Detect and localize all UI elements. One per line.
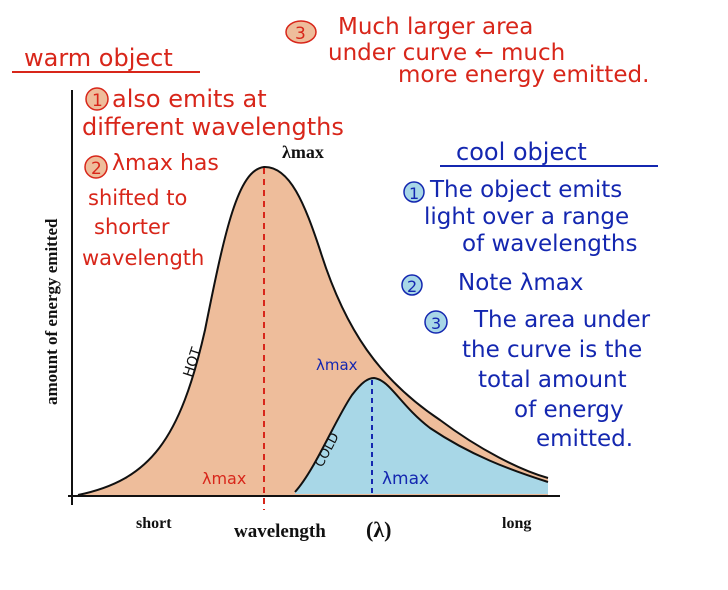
cool-note3-line3: total amount [478, 367, 627, 393]
cool-note1-line1: The object emits [429, 177, 622, 203]
y-axis-label: amount of energy emitted [42, 218, 61, 405]
cool-note3-line5: emitted. [536, 426, 633, 452]
cool-note3-circle [424, 310, 448, 334]
cool-note1-number: 1 [409, 184, 419, 203]
cool-object-heading: cool object [456, 138, 587, 166]
warm-note1-line1: also emits at [112, 85, 267, 113]
hot-bottom-lambda-label: λmax [202, 469, 246, 488]
area-note-number: 3 [295, 24, 306, 44]
cool-note3-line1: The area under [473, 307, 651, 333]
cold-peak-label: λmax [316, 356, 358, 374]
cool-note2-text: Note λmax [458, 270, 583, 296]
x-axis-symbol: (λ) [366, 517, 391, 542]
warm-note2-line3: shorter [94, 215, 170, 239]
warm-note1-line2: different wavelengths [82, 113, 344, 141]
area-note-line3: more energy emitted. [398, 62, 649, 88]
warm-note2-line4: wavelength [82, 246, 204, 270]
cool-note1-line3: of wavelengths [462, 231, 637, 257]
hot-curve-line [77, 165, 549, 496]
cool-note2-number: 2 [407, 277, 417, 296]
cold-curve-area [295, 378, 548, 494]
cold-bottom-lambda-label: λmax [382, 469, 429, 489]
warm-note1-number: 1 [92, 91, 103, 111]
area-note-line2: under curve ← much [328, 40, 565, 66]
x-axis-short-label: short [136, 515, 172, 532]
warm-note2-circle [84, 155, 108, 179]
warm-note1-circle [85, 87, 109, 111]
cool-note2-circle [401, 274, 423, 296]
warm-note2-number: 2 [91, 159, 102, 179]
warm-object-heading: warm object [24, 44, 173, 72]
cool-note1-line2: light over a range [424, 204, 629, 230]
cool-note3-line4: of energy [514, 397, 624, 423]
cool-note1-circle [403, 181, 425, 203]
x-axis-long-label: long [502, 515, 531, 532]
warm-note2-line1: λmax has [112, 151, 219, 176]
cool-note3-line2: the curve is the [462, 337, 642, 363]
warm-note2-line2: shifted to [88, 186, 187, 210]
area-note-line1: Much larger area [338, 14, 533, 40]
cool-note3-number: 3 [431, 314, 441, 333]
x-axis-label: wavelength [234, 521, 326, 542]
cold-curve-line [294, 376, 549, 493]
hot-curve-area [78, 166, 548, 495]
hot-peak-label: λmax [282, 142, 324, 162]
area-note-circle [285, 20, 317, 44]
